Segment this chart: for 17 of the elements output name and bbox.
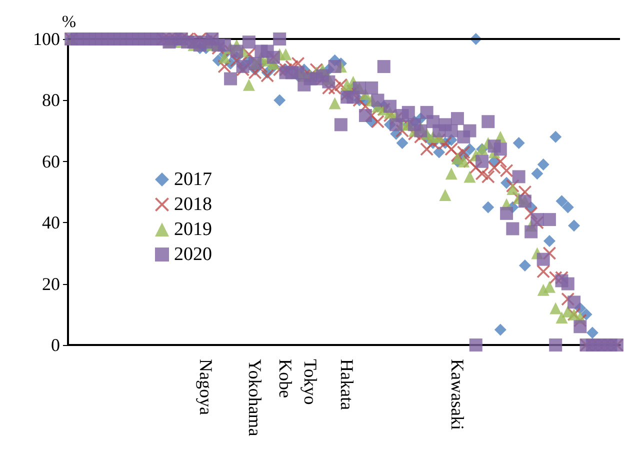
y-axis-title: %: [62, 12, 76, 32]
x-tick-label: Tokyo: [300, 359, 320, 405]
legend-label: 2017: [174, 169, 212, 190]
y-tick-label: 0: [51, 335, 60, 355]
x-tick-label: Kawasaki: [447, 359, 468, 430]
x-tick-label: Hakata: [337, 359, 358, 410]
y-tick-label: 80: [42, 90, 60, 110]
y-tick-label: 100: [33, 29, 60, 49]
x-tick-label: Yokohama: [245, 359, 266, 436]
y-tick-label: 60: [42, 151, 60, 172]
legend-label: 2019: [174, 219, 212, 240]
legend-label: 2018: [174, 194, 212, 215]
x-tick-label: Nagoya: [196, 359, 216, 415]
legend-label: 2020: [174, 244, 212, 265]
y-tick-label: 20: [42, 274, 60, 294]
x-tick-label: Kobe: [276, 359, 296, 398]
y-tick-label: 40: [42, 212, 60, 233]
